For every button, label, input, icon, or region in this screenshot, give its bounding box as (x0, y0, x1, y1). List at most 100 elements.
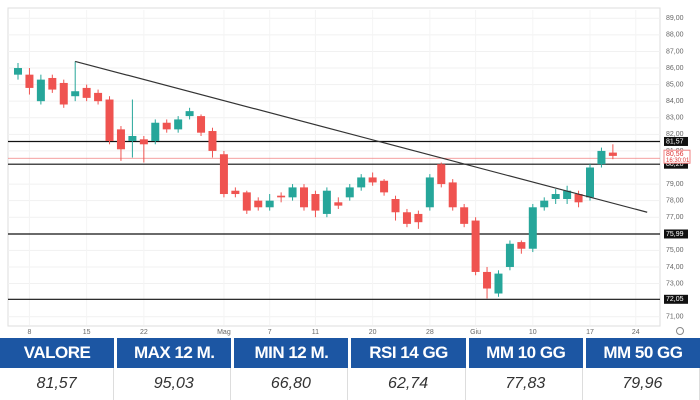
y-tick-label: 77,00 (666, 214, 684, 221)
candle-body (59, 82, 68, 105)
x-tick-label: 7 (268, 329, 272, 336)
table-header: MM 10 GG (468, 338, 583, 368)
candle-body (139, 139, 148, 145)
y-tick-label: 83,00 (666, 115, 684, 122)
candle-body (288, 187, 297, 198)
y-tick-label: 88,00 (666, 32, 684, 39)
candle-body (334, 202, 343, 206)
candle-body (540, 200, 549, 208)
table-cell: 79,96 (586, 368, 700, 400)
candle-body (185, 111, 194, 117)
candle-body (345, 187, 354, 198)
y-tick-label: 85,00 (666, 81, 684, 88)
candle-body (551, 194, 560, 199)
candle-body (116, 129, 125, 150)
trend-line (75, 60, 648, 213)
candle-body (197, 116, 206, 133)
level-label: 72,05 (666, 296, 684, 303)
chart: 89,00 88,00 87,00 86,00 85,00 84,00 83,00 82,00… (7, 7, 691, 336)
y-tick-label: 78,00 (666, 198, 684, 205)
settings-icon[interactable] (676, 327, 684, 335)
candle-body (242, 192, 251, 211)
candle-body (14, 68, 22, 75)
level-label-box (664, 229, 688, 239)
candle-body (505, 243, 514, 267)
candle-body (174, 119, 183, 130)
y-tick-label: 89,00 (666, 15, 684, 22)
candle-body (36, 79, 45, 102)
candle-body (357, 177, 366, 188)
x-tick-label: 24 (632, 329, 640, 336)
candle-body (414, 213, 423, 223)
candle-body (460, 207, 469, 224)
plot-frame (7, 7, 661, 327)
x-tick-label: 17 (586, 329, 594, 336)
candle-body (586, 167, 594, 198)
y-tick-label: 73,00 (666, 280, 684, 287)
candle-body (277, 195, 286, 198)
table-cell: 81,57 (0, 368, 115, 400)
candle-body (402, 212, 411, 224)
table-header: RSI 14 GG (351, 338, 466, 368)
x-tick-label: 8 (27, 329, 31, 336)
candle-body (25, 74, 34, 88)
candle-body (437, 164, 446, 185)
table-cell: 62,74 (351, 368, 466, 400)
x-tick-label: Mag (217, 329, 231, 336)
x-tick-label: 22 (140, 329, 148, 336)
candle-body (368, 177, 377, 183)
table-cell: 95,03 (117, 368, 232, 400)
candle-body (563, 190, 572, 199)
y-tick-label: 87,00 (666, 48, 684, 55)
x-tick-label: 10 (529, 329, 537, 336)
candle-body (391, 199, 400, 213)
candle-body (380, 180, 389, 193)
table-cell: 66,80 (234, 368, 349, 400)
candle-body (608, 152, 617, 156)
candle-body (265, 200, 274, 208)
candle-body (425, 177, 434, 208)
current-label-box (663, 149, 691, 164)
candle-body (219, 154, 228, 195)
candle-body (94, 92, 103, 102)
x-tick-label: Giu (470, 329, 481, 336)
level-label: 75,99 (666, 231, 684, 238)
candle-body (300, 187, 308, 208)
x-tick-label: 15 (83, 329, 91, 336)
y-tick-label: 82,00 (666, 131, 684, 138)
current-label: 80,56 (666, 151, 684, 158)
candle-body (517, 242, 526, 249)
candle-body (162, 122, 171, 130)
y-tick-label: 71,00 (666, 314, 684, 321)
candle-body (597, 150, 606, 165)
table-header: VALORE (0, 338, 115, 368)
candle-body (208, 131, 217, 151)
table-header: MAX 12 M. (117, 338, 232, 368)
candle-body (71, 91, 80, 97)
level-label-box (664, 294, 688, 304)
candle-body (105, 99, 114, 141)
y-tick-label: 79,00 (666, 181, 684, 188)
candle-body (483, 271, 492, 289)
x-tick-label: 11 (312, 329, 319, 336)
candle-body (322, 190, 331, 214)
candle-body (528, 207, 537, 249)
x-tick-label: 28 (426, 329, 434, 336)
x-tick-label: 20 (369, 329, 377, 336)
indicator-table: VALORE MAX 12 M. MIN 12 M. RSI 14 GG MM … (0, 338, 700, 400)
table-cell: 77,83 (469, 368, 583, 400)
candle-body (471, 220, 480, 272)
candle-body (48, 77, 57, 90)
candle-body (231, 190, 240, 195)
level-label: 81,57 (666, 138, 684, 145)
candle-body (254, 200, 263, 208)
candle-body (494, 273, 503, 294)
y-tick-label: 84,00 (666, 98, 684, 105)
y-tick-label: 74,00 (666, 264, 684, 271)
table-header: MIN 12 M. (234, 338, 349, 368)
candle-body (151, 122, 160, 141)
candle-body (128, 136, 137, 141)
y-tick-label: 75,00 (666, 247, 684, 254)
candle-body (574, 194, 583, 203)
